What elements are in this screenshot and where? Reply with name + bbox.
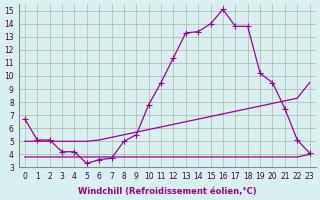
X-axis label: Windchill (Refroidissement éolien,°C): Windchill (Refroidissement éolien,°C) xyxy=(78,187,257,196)
